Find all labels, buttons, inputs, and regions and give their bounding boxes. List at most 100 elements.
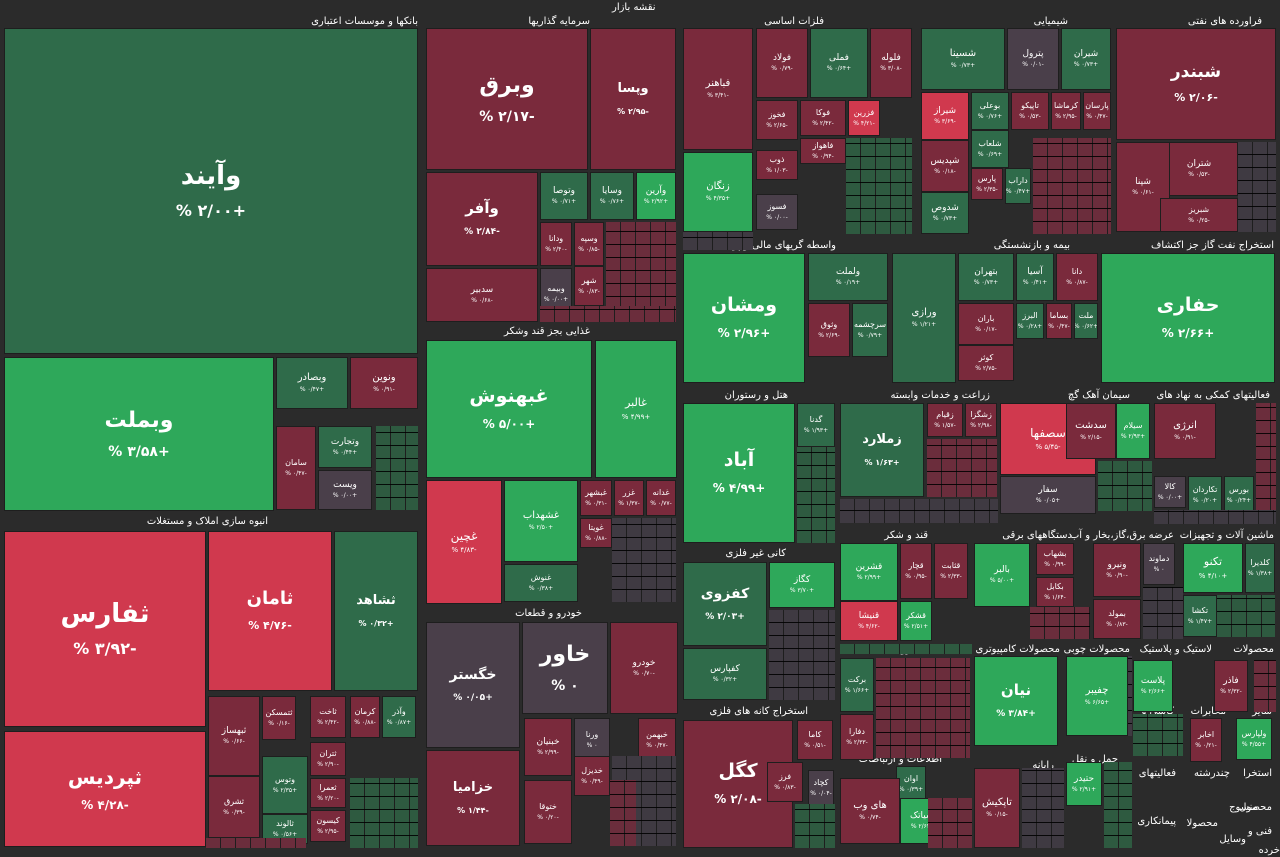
symbol-tile[interactable]: کرمان -۰/۸۸ % xyxy=(350,696,380,738)
symbol-tile[interactable]: باران -۰/۱۷ % xyxy=(958,303,1014,345)
symbol-tile[interactable]: بتهران +۰/۷۳ % xyxy=(958,253,1014,301)
symbol-tile[interactable]: ثامان -۴/۷۶ % xyxy=(208,531,332,691)
symbol-tile[interactable]: وتوس +۲/۳۵ % xyxy=(262,756,308,814)
symbol-tile[interactable]: زنگان +۴/۳۵ % xyxy=(683,152,753,232)
symbol-tile[interactable]: ولملت +۰/۱۹ % xyxy=(808,253,888,301)
symbol-tile[interactable]: اوان +۰/۳۹ % xyxy=(896,766,926,802)
symbol-tile[interactable]: آسیا +۰/۴۱ % xyxy=(1016,253,1054,301)
symbol-tile[interactable]: بمولد -۰/۸۳ % xyxy=(1093,599,1141,639)
symbol-tile[interactable]: سدبیر -۰/۶۸ % xyxy=(426,268,538,322)
symbol-tile[interactable]: وتجارت +۰/۴۴ % xyxy=(318,426,372,468)
symbol-tile[interactable]: شدوص +۰/۷۳ % xyxy=(921,192,969,234)
symbol-tile[interactable]: شسینا +۰/۷۳ % xyxy=(921,28,1005,90)
symbol-tile[interactable]: قچار -۰/۹۵ % xyxy=(900,543,932,599)
symbol-tile[interactable]: وثوق -۲/۶۹ % xyxy=(808,303,850,357)
symbol-tile[interactable]: ثتران -۲/۹۰ % xyxy=(310,742,346,776)
symbol-tile[interactable]: ورنا ۰ % xyxy=(574,718,610,762)
symbol-tile[interactable]: کفزوی +۲/۰۳ % xyxy=(683,562,767,646)
symbol-tile[interactable]: کچاد -۰/۰۴ % xyxy=(808,770,834,806)
symbol-tile[interactable]: ثشاهد +۰/۳۲ % xyxy=(334,531,418,691)
symbol-tile[interactable]: سدشت -۲/۱۵ % xyxy=(1066,403,1116,459)
symbol-tile[interactable]: وآذر +۰/۸۷ % xyxy=(382,696,416,738)
symbol-tile[interactable]: تاپکیش -۰/۱۵ % xyxy=(974,768,1020,848)
symbol-tile[interactable]: آباد +۴/۹۹ % xyxy=(683,403,795,543)
symbol-tile[interactable]: خبهمن -۰/۴۷ % xyxy=(638,718,676,762)
symbol-tile[interactable]: خگستر +۰/۰۵ % xyxy=(426,622,520,748)
symbol-tile[interactable]: فرز -۰/۸۳ % xyxy=(767,762,803,802)
symbol-tile[interactable]: چفیبر +۶/۶۵ % xyxy=(1066,656,1128,736)
symbol-tile[interactable]: ودانا -۲/۴۰ % xyxy=(540,222,572,266)
symbol-tile[interactable]: پترول -۰/۰۱ % xyxy=(1007,28,1059,90)
symbol-tile[interactable]: ثاخت -۲/۴۲ % xyxy=(310,696,346,738)
symbol-tile[interactable]: ولپارس +۴/۵۵ % xyxy=(1236,718,1272,760)
symbol-tile[interactable]: شیراز -۳/۶۹ % xyxy=(921,92,969,140)
symbol-tile[interactable]: غویتا -۰/۸۸ % xyxy=(580,518,612,548)
symbol-tile[interactable]: البرز +۰/۲۸ % xyxy=(1016,303,1044,339)
symbol-tile[interactable]: کالا +۰/۰۰ % xyxy=(1154,476,1186,508)
symbol-tile[interactable]: غبشهر -۰/۳۱ % xyxy=(580,480,612,516)
symbol-tile[interactable]: ثپردیس -۴/۲۸ % xyxy=(4,731,206,847)
symbol-tile[interactable]: ویست +۰/۰۰ % xyxy=(318,470,372,510)
symbol-tile[interactable]: کوثر -۲/۷۵ % xyxy=(958,345,1014,381)
symbol-tile[interactable]: قثابت -۲/۳۳ % xyxy=(934,543,968,599)
symbol-tile[interactable]: بکابل -۱/۶۴ % xyxy=(1036,577,1074,607)
symbol-tile[interactable]: بشهاب -۰/۹۹ % xyxy=(1036,543,1074,575)
symbol-tile[interactable]: خودرو -۰/۷۰ % xyxy=(610,622,678,714)
symbol-tile[interactable]: حفاری +۲/۶۶ % xyxy=(1101,253,1275,383)
symbol-tile[interactable]: غشهداب +۲/۵۰ % xyxy=(504,480,578,562)
symbol-tile[interactable]: کگل -۲/۰۸ % xyxy=(683,720,793,848)
symbol-tile[interactable]: کلدیرا +۱/۳۸ % xyxy=(1245,543,1275,593)
symbol-tile[interactable]: فوکا -۲/۴۲ % xyxy=(800,100,846,136)
symbol-tile[interactable]: نیان +۳/۸۴ % xyxy=(974,656,1058,746)
symbol-tile[interactable]: بورس +۰/۲۴ % xyxy=(1224,476,1254,514)
symbol-tile[interactable]: تکنو +۴/۱۰ % xyxy=(1183,543,1243,593)
symbol-tile[interactable]: پارس -۲/۳۵ % xyxy=(971,168,1003,200)
symbol-tile[interactable]: شبریز -۰/۲۵ % xyxy=(1160,198,1238,232)
symbol-tile[interactable]: شبندر -۲/۰۶ % xyxy=(1116,28,1276,140)
symbol-tile[interactable]: دفارا -۲/۳۳ % xyxy=(840,714,874,760)
symbol-tile[interactable]: برکت +۱/۶۶ % xyxy=(840,658,874,712)
symbol-tile[interactable]: پارسان -۰/۴۷ % xyxy=(1083,92,1111,130)
symbol-tile[interactable]: کگاز +۳/۷۰ % xyxy=(769,562,835,608)
symbol-tile[interactable]: سفار +۰/۰۵ % xyxy=(1000,476,1096,514)
symbol-tile[interactable]: وآفر -۲/۸۴ % xyxy=(426,172,538,266)
symbol-tile[interactable]: فولاد -۰/۷۹ % xyxy=(756,28,808,98)
symbol-tile[interactable]: وآرین +۲/۹۲ % xyxy=(636,172,676,220)
symbol-tile[interactable]: خبنیان -۲/۹۹ % xyxy=(524,718,572,776)
symbol-tile[interactable]: فباهنر -۳/۴۱ % xyxy=(683,28,753,150)
symbol-tile[interactable]: انرژی -۰/۹۱ % xyxy=(1154,403,1216,459)
symbol-tile[interactable]: غالبر +۴/۹۹ % xyxy=(595,340,677,478)
symbol-tile[interactable]: شپدیس -۰/۱۸ % xyxy=(921,140,969,192)
symbol-tile[interactable]: بوعلی +۰/۷۶ % xyxy=(971,92,1009,130)
symbol-tile[interactable]: شتران -۰/۵۳ % xyxy=(1160,142,1238,196)
symbol-tile[interactable]: قشرین +۲/۹۹ % xyxy=(840,543,898,601)
symbol-tile[interactable]: های وب -۰/۷۴ % xyxy=(840,778,900,844)
symbol-tile[interactable]: کاما -۰/۵۱ % xyxy=(797,720,833,760)
symbol-tile[interactable]: فزرین -۴/۲۱ % xyxy=(848,100,880,136)
symbol-tile[interactable]: اخابر -۰/۲۱ % xyxy=(1190,718,1222,762)
symbol-tile[interactable]: ثبهساز -۰/۶۶ % xyxy=(208,696,260,776)
symbol-tile[interactable]: ثعمرا -۲/۲۰ % xyxy=(310,778,346,808)
symbol-tile[interactable]: وبصادر +۰/۴۷ % xyxy=(276,357,348,409)
symbol-tile[interactable]: ثفارس -۳/۹۲ % xyxy=(4,531,206,727)
symbol-tile[interactable]: قنیشا -۴/۶۲ % xyxy=(840,601,898,641)
symbol-tile[interactable]: ختوقا -۰/۲۰ % xyxy=(524,780,572,844)
symbol-tile[interactable]: فخوز -۲/۶۵ % xyxy=(756,100,798,140)
symbol-tile[interactable]: کرماشا -۲/۹۵ % xyxy=(1051,92,1081,130)
symbol-tile[interactable]: پلاست +۲/۶۶ % xyxy=(1133,660,1173,712)
symbol-tile[interactable]: غچین -۴/۸۳ % xyxy=(426,480,502,604)
symbol-tile[interactable]: فملی +۰/۶۴ % xyxy=(810,28,868,98)
symbol-tile[interactable]: غدانه -۰/۷۷ % xyxy=(646,480,676,516)
symbol-tile[interactable]: دماوند ۰ % xyxy=(1143,543,1175,585)
symbol-tile[interactable]: وبملت +۳/۵۸ % xyxy=(4,357,274,511)
symbol-tile[interactable]: کفپارس +۰/۳۲ % xyxy=(683,648,767,700)
symbol-tile[interactable]: فاذر -۲/۳۲ % xyxy=(1214,660,1248,712)
symbol-tile[interactable]: سرچشمه +۰/۷۹ % xyxy=(852,303,888,357)
symbol-tile[interactable]: سیلام +۲/۹۳ % xyxy=(1116,403,1150,459)
symbol-tile[interactable]: وتوصا +۰/۷۱ % xyxy=(540,172,588,220)
symbol-tile[interactable]: وآیند +۲/۰۰ % xyxy=(4,28,418,354)
symbol-tile[interactable]: شلعاب +۰/۶۹ % xyxy=(971,130,1009,168)
symbol-tile[interactable]: کیسون -۲/۹۵ % xyxy=(310,810,346,842)
symbol-tile[interactable]: شیران +۰/۷۳ % xyxy=(1061,28,1111,90)
symbol-tile[interactable]: داراب +۰/۴۷ % xyxy=(1005,168,1031,204)
